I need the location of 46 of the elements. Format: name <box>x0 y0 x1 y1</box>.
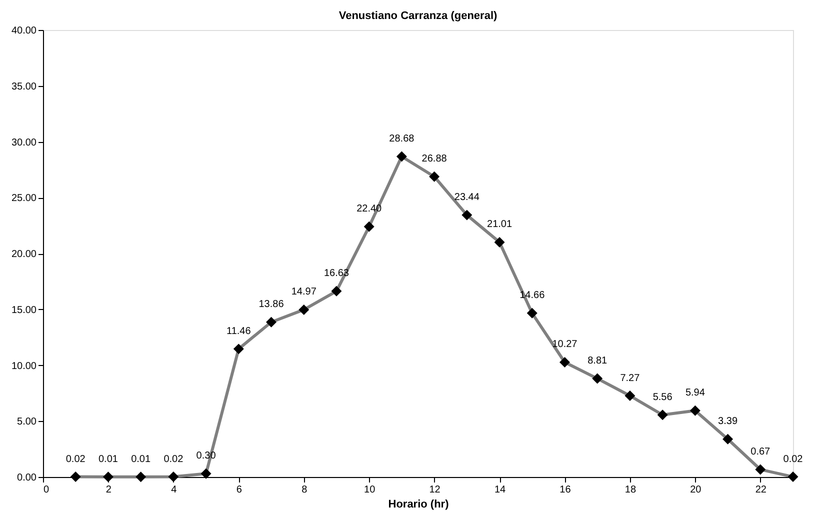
data-label: 13.86 <box>258 299 284 310</box>
x-tick-label: 22 <box>755 484 767 496</box>
y-tick-label: 25.00 <box>11 193 37 204</box>
x-tick-label: 8 <box>302 484 308 496</box>
x-tick-label: 0 <box>44 484 50 496</box>
data-label: 21.01 <box>487 219 512 230</box>
data-label: 26.88 <box>422 154 448 165</box>
data-label: 0.30 <box>196 450 216 462</box>
x-tick-label: 20 <box>690 484 702 496</box>
y-tick-label: 20.00 <box>11 249 37 260</box>
y-tick-label: 5.00 <box>17 416 37 428</box>
x-tick-label: 12 <box>429 484 441 496</box>
data-label: 0.67 <box>750 446 771 458</box>
x-axis-title: Horario (hr) <box>388 498 450 510</box>
data-label: 23.44 <box>454 192 480 204</box>
y-tick-label: 15.00 <box>11 304 37 316</box>
y-tick-label: 35.00 <box>11 81 37 92</box>
x-tick-label: 10 <box>364 484 376 496</box>
data-label: 5.56 <box>652 392 673 403</box>
data-label: 22.40 <box>356 204 382 215</box>
chart-title: Venustiano Carranza (general) <box>338 10 498 22</box>
data-label: 0.01 <box>98 454 118 465</box>
data-label: 7.27 <box>620 372 640 384</box>
data-label: 10.27 <box>552 339 578 350</box>
data-label: 3.39 <box>718 416 738 428</box>
data-label: 0.02 <box>66 454 86 465</box>
y-tick-label: 10.00 <box>11 360 37 372</box>
data-label: 8.81 <box>588 356 608 367</box>
x-tick-label: 4 <box>171 484 178 496</box>
x-tick-label: 2 <box>106 484 112 496</box>
y-tick-label: 40.00 <box>11 26 37 36</box>
y-tick-label: 0.00 <box>17 472 37 484</box>
data-label: 16.63 <box>324 268 350 280</box>
data-label: 11.46 <box>226 326 252 337</box>
data-label: 0.01 <box>131 454 151 465</box>
data-label: 0.02 <box>164 454 184 465</box>
x-tick-label: 16 <box>560 484 572 496</box>
data-label: 28.68 <box>389 134 415 144</box>
data-label: 5.94 <box>685 388 706 399</box>
data-label: 14.97 <box>291 286 317 298</box>
data-label: 14.66 <box>520 290 546 302</box>
x-tick-label: 18 <box>624 484 636 496</box>
x-tick-label: 14 <box>494 484 506 496</box>
x-tick-label: 6 <box>236 484 242 496</box>
data-label: 0.02 <box>783 454 804 465</box>
y-tick-label: 30.00 <box>11 137 37 148</box>
